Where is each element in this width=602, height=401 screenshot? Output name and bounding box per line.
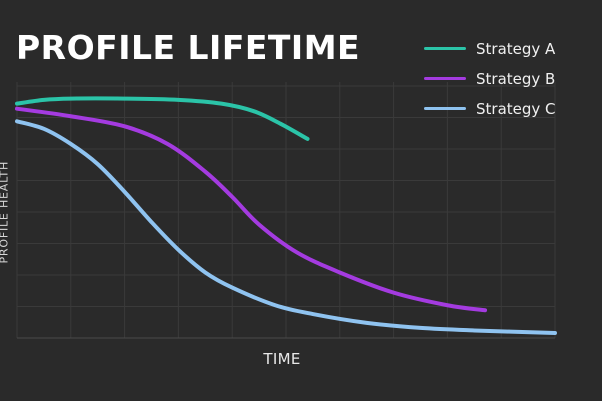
legend-item-strategy-a: Strategy A (424, 38, 594, 60)
legend-label-strategy-c: Strategy C (476, 100, 556, 118)
legend-swatch-strategy-a (424, 47, 466, 50)
series-line-strategy-a (15, 96, 310, 141)
legend-label-strategy-a: Strategy A (476, 40, 556, 58)
y-axis-label: PROFILE HEALTH (0, 160, 11, 264)
legend-label-strategy-b: Strategy B (476, 70, 556, 88)
series-line-strategy-c (15, 119, 557, 335)
chart-title: PROFILE LIFETIME (16, 28, 361, 67)
series-line-strategy-b (15, 106, 488, 313)
legend-swatch-strategy-c (424, 107, 466, 110)
legend-item-strategy-c: Strategy C (424, 98, 594, 120)
series-lines (15, 96, 557, 335)
x-axis-label: TIME (263, 350, 301, 368)
legend-item-strategy-b: Strategy B (424, 68, 594, 90)
chart-legend: Strategy A Strategy B Strategy C (424, 38, 594, 122)
legend-swatch-strategy-b (424, 77, 466, 80)
